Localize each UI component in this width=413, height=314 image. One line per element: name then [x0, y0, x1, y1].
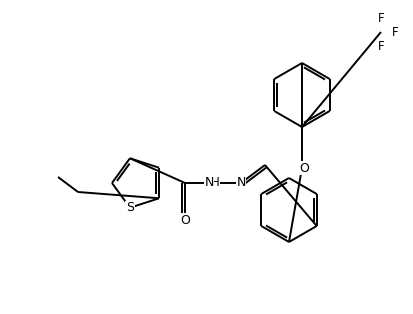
Text: S: S: [126, 201, 134, 214]
Text: F: F: [391, 25, 397, 39]
Text: F: F: [377, 40, 383, 52]
Text: N: N: [236, 176, 245, 188]
Text: O: O: [298, 161, 308, 175]
Text: N: N: [204, 176, 213, 188]
Text: H: H: [210, 176, 219, 188]
Text: F: F: [377, 12, 383, 24]
Text: O: O: [180, 214, 190, 226]
